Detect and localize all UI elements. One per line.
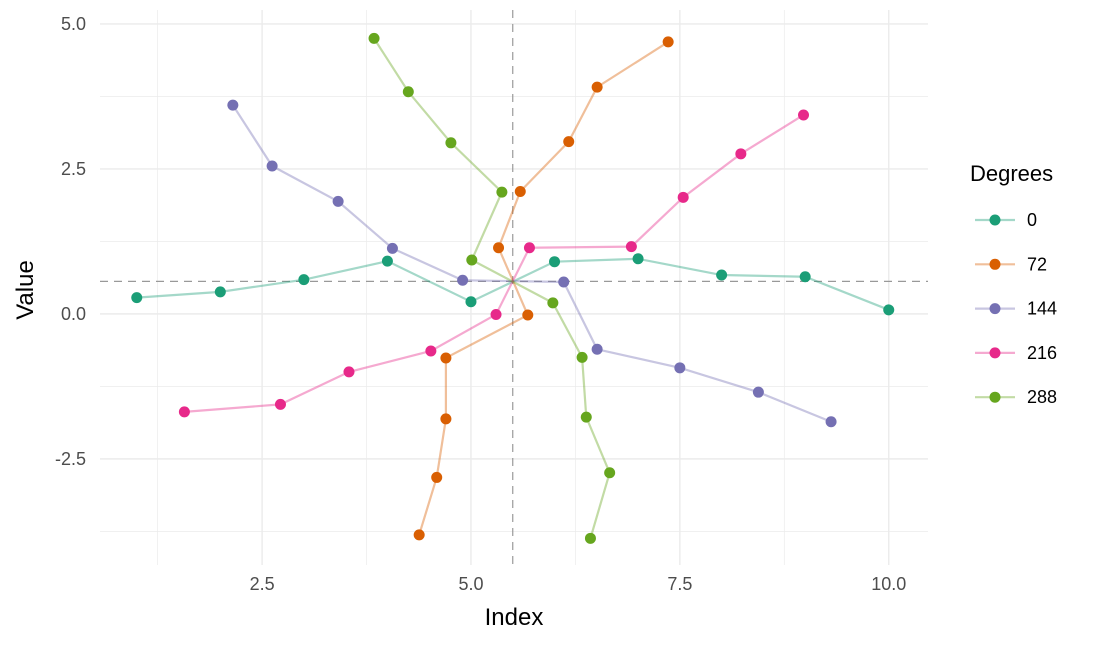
- legend-key-point: [989, 214, 1001, 226]
- y-tick-label: 0.0: [61, 304, 86, 324]
- series-line-0: [136, 257, 890, 311]
- data-point-72: [493, 242, 505, 254]
- legend-key-point: [989, 303, 1001, 315]
- data-point-72: [440, 413, 452, 425]
- data-point-144: [558, 276, 570, 288]
- data-point-0: [131, 292, 143, 304]
- legend-label: 216: [1027, 343, 1057, 363]
- legend-title: Degrees: [970, 161, 1053, 186]
- data-point-144: [457, 274, 469, 286]
- x-axis-label: Index: [485, 604, 544, 631]
- x-tick-label: 7.5: [667, 574, 692, 594]
- series-line-216: [184, 114, 805, 413]
- legend-label: 72: [1027, 254, 1047, 274]
- legend-key-point: [989, 258, 1001, 270]
- series-line-288: [373, 37, 611, 539]
- data-point-72: [522, 309, 534, 321]
- x-tick-label: 10.0: [871, 574, 906, 594]
- data-point-72: [514, 186, 526, 198]
- data-point-72: [563, 136, 575, 148]
- data-point-72: [413, 529, 425, 541]
- data-point-216: [523, 242, 535, 254]
- data-point-288: [368, 32, 380, 44]
- data-point-216: [798, 109, 810, 121]
- data-point-288: [584, 532, 596, 544]
- data-point-216: [735, 148, 747, 160]
- y-tick-label: 5.0: [61, 14, 86, 34]
- data-point-72: [440, 352, 452, 364]
- data-point-72: [591, 81, 603, 93]
- data-point-72: [431, 471, 443, 483]
- legend-label: 0: [1027, 210, 1037, 230]
- y-tick-label: -2.5: [55, 449, 86, 469]
- axes: 2.5 5.0 7.5 10.0 -2.5 0.0 2.5 5.0: [55, 14, 906, 594]
- data-point-0: [214, 286, 226, 298]
- data-point-72: [662, 36, 674, 48]
- data-point-288: [547, 297, 559, 309]
- data-point-0: [298, 274, 310, 286]
- data-point-288: [604, 467, 616, 479]
- data-point-216: [490, 308, 502, 320]
- data-point-216: [425, 345, 437, 357]
- data-point-144: [227, 99, 239, 111]
- data-point-0: [549, 256, 561, 268]
- data-point-216: [625, 241, 637, 253]
- data-point-144: [674, 362, 686, 374]
- series-line-72: [418, 40, 669, 536]
- legend-label: 144: [1027, 299, 1057, 319]
- data-point-0: [465, 296, 477, 308]
- legend-key-point: [989, 391, 1001, 403]
- data-point-288: [466, 254, 478, 266]
- data-point-288: [580, 411, 592, 423]
- data-point-216: [677, 191, 689, 203]
- y-tick-label: 2.5: [61, 159, 86, 179]
- legend: Degrees 0 72 144 216 288: [970, 161, 1057, 407]
- data-point-216: [343, 366, 355, 378]
- series-line-144: [231, 104, 832, 423]
- series-layer: [131, 32, 895, 544]
- data-point-288: [402, 86, 414, 98]
- data-point-0: [883, 304, 895, 316]
- data-point-0: [716, 269, 728, 281]
- data-point-288: [576, 351, 588, 363]
- data-point-0: [632, 253, 644, 265]
- legend-key-point: [989, 347, 1001, 359]
- legend-label: 288: [1027, 387, 1057, 407]
- grid: [100, 10, 928, 565]
- data-point-144: [332, 195, 344, 207]
- data-point-144: [386, 242, 398, 254]
- data-point-216: [178, 406, 190, 418]
- data-point-144: [752, 386, 764, 398]
- data-point-0: [381, 255, 393, 267]
- x-tick-label: 2.5: [250, 574, 275, 594]
- reference-lines: [100, 10, 928, 565]
- data-point-288: [445, 137, 457, 149]
- y-axis-label: Value: [12, 260, 39, 320]
- data-point-144: [266, 160, 278, 172]
- data-point-216: [274, 398, 286, 410]
- data-point-144: [591, 343, 603, 355]
- data-point-0: [799, 271, 811, 283]
- data-point-288: [496, 186, 508, 198]
- data-point-144: [825, 416, 837, 428]
- x-tick-label: 5.0: [458, 574, 483, 594]
